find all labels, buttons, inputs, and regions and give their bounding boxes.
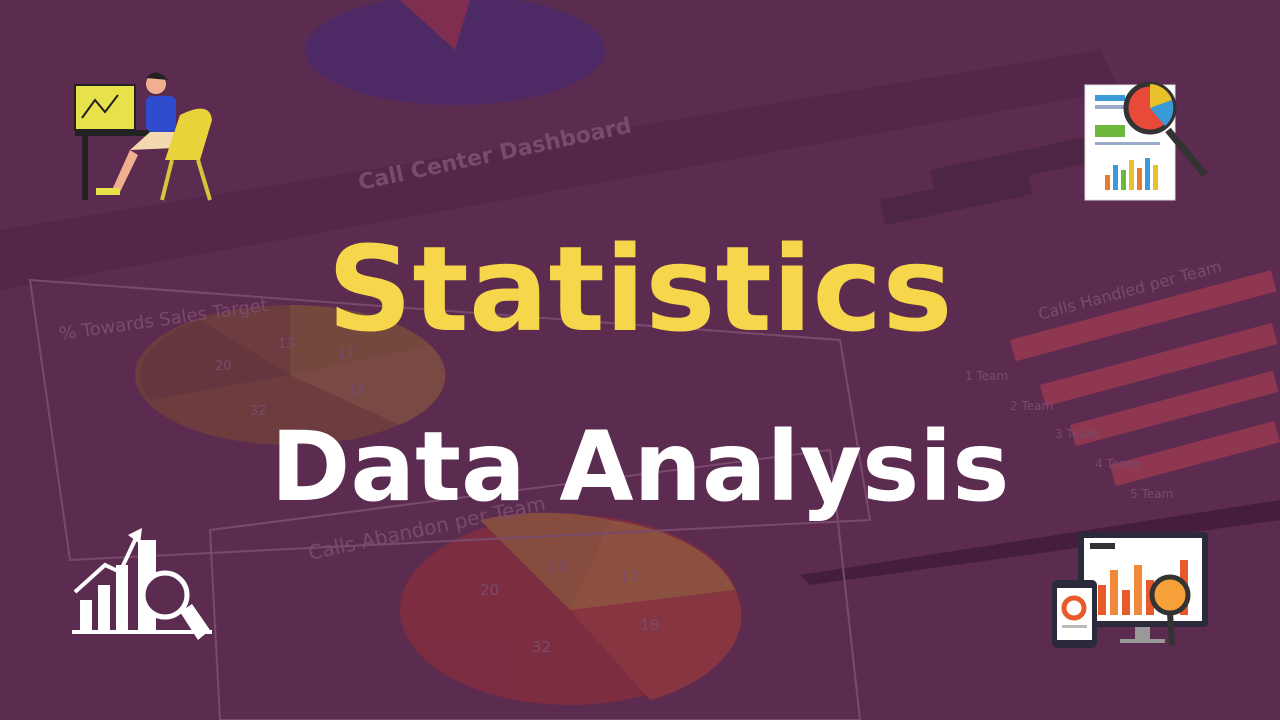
bg-pie-label: 20 [215, 359, 232, 374]
bg-panels [28, 278, 872, 720]
icon-person-desk [74, 72, 212, 201]
bg-pie-label: 17 [338, 347, 355, 362]
icon-devices [1052, 532, 1208, 648]
bg-team-labels: 1 Team 2 Team 3 Team 4 Team 5 Team [965, 369, 1173, 501]
dashboard-banner [0, 50, 1120, 290]
bg-pie-label: 18 [348, 384, 365, 399]
bg-pie-upper [135, 305, 446, 445]
bg-pie-slice [400, 0, 470, 50]
bg-pie-label: 17 [620, 568, 639, 586]
bg-dark-bars [879, 128, 1132, 226]
bg-team-label: 4 Team [1095, 457, 1138, 471]
icon-report [1084, 81, 1208, 201]
bg-pie-label: 13 [278, 337, 295, 352]
bg-bars [1010, 270, 1280, 487]
bg-pie-label: 32 [532, 638, 551, 656]
bg-team-label: 2 Team [1010, 399, 1053, 413]
bg-pie-label: 20 [480, 581, 499, 599]
bg-pie-label: 13 [548, 558, 567, 576]
bg-pie-top [305, 0, 605, 105]
bg-lower-pie-labels: 20 13 17 32 18 [480, 558, 659, 656]
bg-team-label: 3 Team [1055, 427, 1098, 441]
bg-pen [800, 500, 1280, 585]
icon-growth [72, 528, 212, 640]
bg-pie-label: 32 [250, 404, 267, 419]
bg-team-label: 5 Team [1130, 487, 1173, 501]
bg-upper-pie-labels: 20 13 17 32 18 [215, 337, 365, 419]
title: Statistics [327, 220, 952, 358]
bg-team-label: 1 Team [965, 369, 1008, 383]
bg-pie-lower [400, 512, 742, 705]
subtitle: Data Analysis [271, 411, 1010, 523]
bg-pie-label: 18 [640, 616, 659, 634]
